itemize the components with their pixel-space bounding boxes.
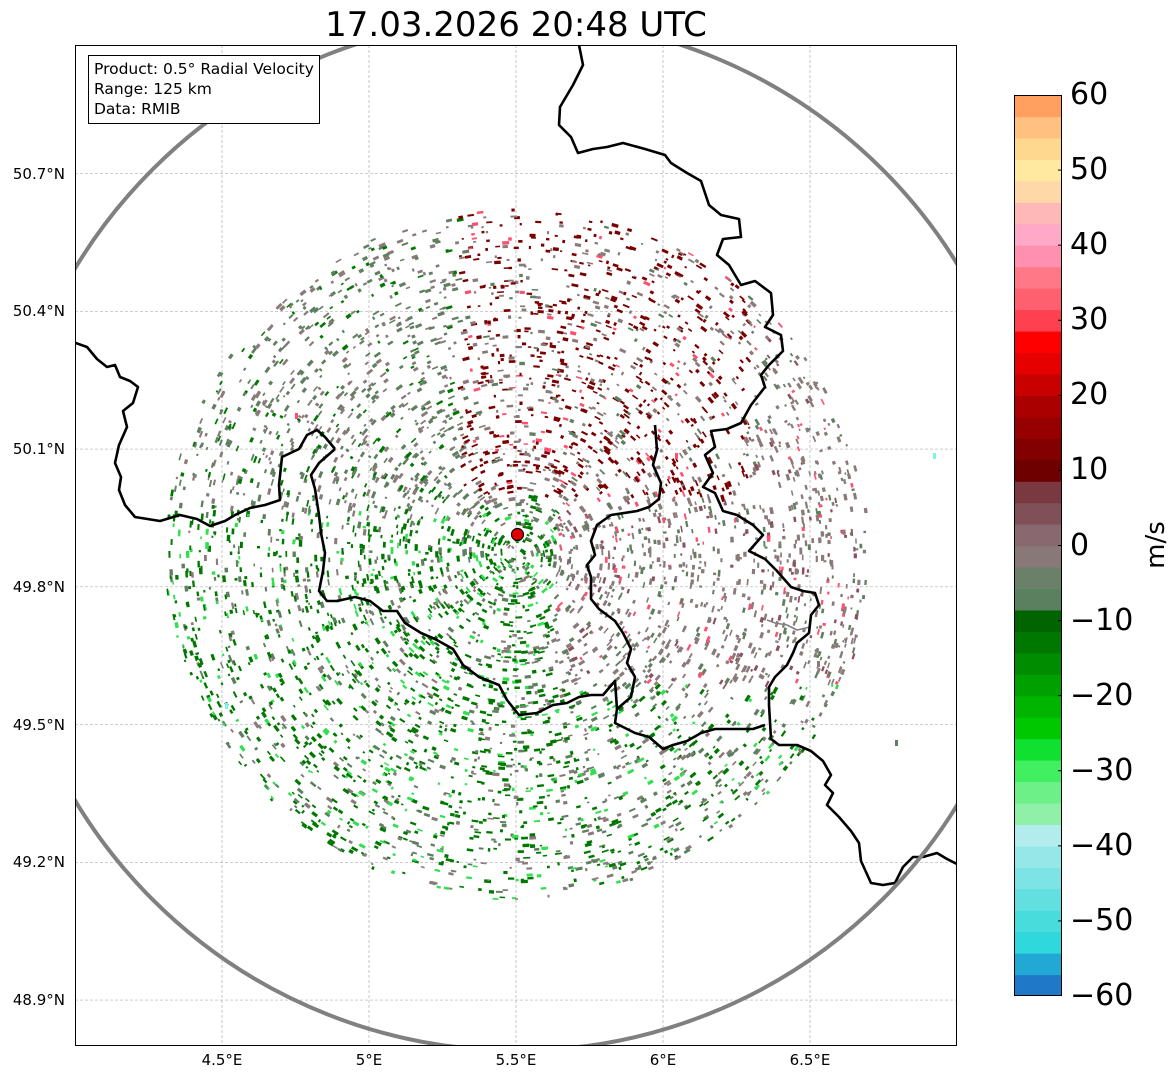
borders [75, 45, 957, 1046]
colorbar-swatch [1014, 845, 1062, 868]
colorbar-swatch [1014, 116, 1062, 139]
colorbar-swatch [1014, 481, 1062, 504]
map-plot-area[interactable] [75, 45, 957, 1046]
colorbar-tick-label: −30 [1070, 752, 1134, 788]
colorbar-swatch [1014, 502, 1062, 525]
lon-tick-label: 5°E [355, 1051, 383, 1069]
lat-tick-label: 49.5°N [12, 715, 65, 734]
colorbar-tick-label: 0 [1070, 527, 1090, 563]
colorbar-swatch [1014, 524, 1062, 547]
colorbar-tick-label: −20 [1070, 677, 1134, 713]
colorbar-swatch [1014, 631, 1062, 654]
lon-tick-label: 6.5°E [789, 1051, 831, 1069]
colorbar-tick-label: −50 [1070, 902, 1134, 938]
colorbar-swatch [1014, 674, 1062, 697]
colorbar-swatch [1014, 545, 1062, 568]
colorbar-swatch [1014, 717, 1062, 740]
colorbar-swatch [1014, 953, 1062, 976]
border-east [557, 45, 957, 887]
colorbar-swatch [1014, 202, 1062, 225]
map-title: 17.03.2026 20:48 UTC [325, 5, 707, 45]
colorbar-swatch [1014, 180, 1062, 203]
colorbar-swatch [1014, 867, 1062, 890]
lat-tick-label: 49.8°N [12, 577, 65, 596]
lat-tick-label: 50.7°N [12, 164, 65, 183]
colorbar-swatch [1014, 330, 1062, 354]
lat-tick-label: 50.1°N [12, 440, 65, 459]
colorbar-swatch [1014, 309, 1062, 332]
product-info-box: Product: 0.5° Radial Velocity Range: 125… [88, 55, 320, 124]
colorbar-swatch [1014, 566, 1062, 589]
colorbar-swatch [1014, 459, 1062, 482]
colorbar-swatch [1014, 352, 1062, 375]
colorbar-swatch [1014, 137, 1062, 160]
colorbar-swatch [1014, 95, 1062, 118]
lon-tick-label: 4.5°E [201, 1051, 243, 1069]
border-belgium-france [75, 341, 336, 528]
colorbar-tick-label: 30 [1070, 302, 1109, 338]
colorbar-swatch [1014, 824, 1062, 847]
colorbar-swatch [1014, 395, 1062, 418]
colorbar-swatch [1014, 588, 1062, 611]
colorbar-tick-label: 20 [1070, 377, 1109, 413]
data-source-label: Data: RMIB [94, 100, 181, 118]
border-belgium-france-south [309, 448, 619, 717]
colorbar-tick-label: −60 [1070, 978, 1134, 1013]
radar-map [75, 45, 957, 1046]
colorbar-swatch [1014, 910, 1062, 933]
colorbar-swatch [1014, 695, 1062, 718]
border-luxembourg-west [585, 424, 766, 751]
luxembourg-river [766, 619, 811, 631]
colorbar-tick-label: 40 [1070, 227, 1109, 263]
colorbar-swatch [1014, 931, 1062, 954]
colorbar-swatch [1014, 223, 1062, 246]
velocity-echoes [166, 208, 936, 900]
colorbar-swatch [1014, 760, 1062, 783]
colorbar-swatch [1014, 974, 1062, 996]
colorbar-swatch [1014, 438, 1062, 461]
colorbar-unit-label: m/s [1141, 521, 1171, 569]
colorbar-tick-label: −10 [1070, 602, 1134, 638]
lat-tick-label: 50.4°N [12, 302, 65, 321]
lon-tick-label: 5.5°E [495, 1051, 537, 1069]
colorbar-tick-label: −40 [1070, 827, 1134, 863]
colorbar-swatch [1014, 288, 1062, 311]
colorbar-swatch [1014, 738, 1062, 761]
colorbar-swatch [1014, 652, 1062, 675]
colorbar-swatch [1014, 245, 1062, 268]
colorbar-swatch [1014, 888, 1062, 911]
colorbar-swatch [1014, 373, 1062, 396]
colorbar-swatch [1014, 609, 1062, 632]
colorbar-tick-label: 10 [1070, 452, 1109, 488]
colorbar-swatch [1014, 802, 1062, 825]
colorbar-tick-label: 50 [1070, 152, 1109, 188]
colorbar-swatch [1014, 159, 1062, 182]
product-label: Product: 0.5° Radial Velocity [94, 60, 314, 78]
colorbar-tick-label: 60 [1070, 77, 1109, 112]
velocity-colorbar [1014, 95, 1062, 996]
colorbar-swatch [1014, 416, 1062, 439]
colorbar-swatch [1014, 266, 1062, 289]
lon-tick-label: 6°E [649, 1051, 677, 1069]
range-label: Range: 125 km [94, 80, 212, 98]
lat-tick-label: 48.9°N [12, 991, 65, 1010]
radar-site-marker [510, 527, 525, 542]
colorbar-swatch [1014, 781, 1062, 804]
lat-tick-label: 49.2°N [12, 853, 65, 872]
map-frame-border [75, 45, 957, 1046]
